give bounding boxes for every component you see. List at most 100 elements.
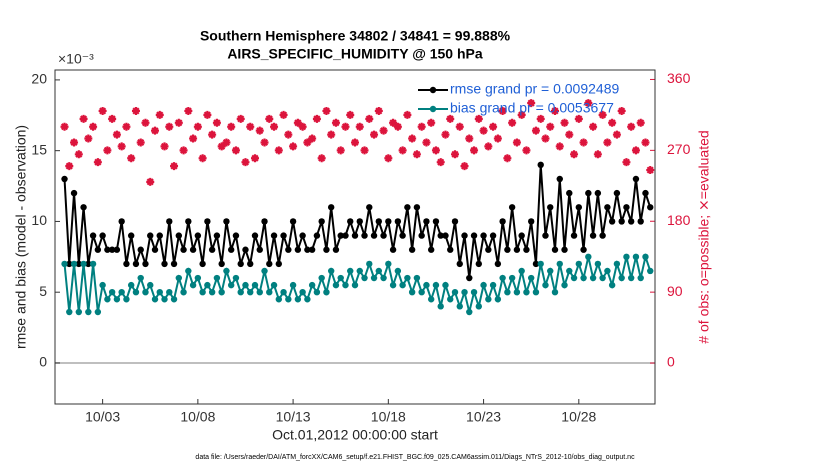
obs-count-marker — [198, 154, 207, 163]
obs-count-marker — [470, 146, 479, 155]
data-point — [99, 232, 106, 239]
obs-count-marker — [160, 142, 169, 151]
data-point — [442, 281, 449, 289]
data-point — [413, 274, 421, 282]
data-point — [642, 189, 649, 197]
data-point — [532, 260, 540, 268]
data-point — [185, 218, 192, 225]
data-point — [404, 274, 411, 282]
obs-count-marker — [227, 122, 236, 131]
obs-count-marker — [231, 146, 240, 155]
obs-count-marker — [546, 122, 555, 131]
data-point — [527, 218, 535, 225]
data-point — [175, 232, 183, 239]
data-point — [575, 260, 583, 268]
series-line — [63, 164, 652, 279]
data-point — [637, 274, 644, 282]
data-point — [418, 232, 425, 239]
obs-count-marker — [108, 114, 117, 123]
data-point — [313, 232, 321, 239]
obs-count-marker — [422, 138, 431, 147]
data-point — [185, 267, 192, 275]
data-point — [266, 288, 273, 296]
data-point — [147, 281, 154, 289]
data-point — [456, 260, 463, 268]
data-point — [127, 232, 135, 239]
data-point — [618, 274, 625, 282]
data-point — [118, 218, 125, 225]
data-point — [99, 281, 106, 289]
data-point — [285, 296, 292, 303]
data-point — [161, 296, 168, 303]
obs-count-marker — [589, 122, 598, 131]
data-point — [556, 260, 563, 268]
y2-tick-label: 180 — [667, 212, 691, 228]
data-point — [504, 288, 511, 296]
data-point — [270, 281, 278, 289]
data-point — [304, 296, 311, 303]
data-point — [485, 246, 492, 253]
y-tick-label: 0 — [39, 354, 47, 370]
obs-count-marker — [608, 118, 617, 127]
data-point — [361, 274, 368, 282]
data-point — [294, 296, 302, 303]
obs-count-marker — [427, 118, 436, 127]
obs-count-marker — [474, 114, 483, 123]
data-point — [61, 175, 68, 183]
data-point — [423, 218, 430, 225]
data-point — [270, 232, 278, 239]
data-point — [537, 161, 544, 169]
obs-count-marker — [241, 158, 250, 167]
data-point — [166, 218, 173, 225]
data-point — [518, 232, 525, 239]
obs-count-marker — [189, 134, 198, 143]
legend-marker — [429, 86, 437, 94]
data-point — [385, 218, 392, 225]
obs-count-marker — [65, 162, 74, 171]
obs-count-marker — [170, 162, 179, 171]
obs-count-marker — [512, 138, 521, 147]
data-point — [208, 288, 216, 296]
obs-count-marker — [327, 130, 336, 139]
data-point — [347, 267, 354, 275]
data-point — [104, 296, 111, 303]
data-point — [570, 232, 578, 239]
data-point — [289, 281, 297, 289]
obs-count-marker — [141, 118, 150, 127]
data-point — [342, 232, 349, 239]
data-point — [170, 296, 178, 303]
obs-count-marker — [260, 138, 269, 147]
data-point — [61, 260, 68, 268]
data-point — [437, 232, 444, 239]
obs-count-marker — [293, 118, 302, 127]
legend-label: bias grand pr = 0.0053677 — [450, 100, 614, 116]
y-tick-label: 20 — [31, 71, 47, 87]
x-axis-label: Oct.01,2012 00:00:00 start — [272, 427, 438, 443]
data-point — [70, 260, 78, 268]
data-point — [408, 288, 416, 296]
data-point — [499, 218, 506, 225]
data-point — [532, 288, 540, 296]
obs-count-marker — [360, 146, 369, 155]
y2-tick-label: 360 — [667, 70, 691, 86]
data-point — [227, 281, 235, 289]
data-point — [304, 246, 311, 253]
obs-count-marker — [384, 154, 393, 163]
obs-count-marker — [217, 142, 226, 151]
obs-count-marker — [412, 150, 421, 159]
data-point — [561, 281, 568, 289]
obs-count-marker — [355, 122, 364, 131]
data-point — [432, 281, 440, 289]
data-point — [242, 281, 249, 289]
data-point — [647, 204, 654, 211]
obs-count-marker — [274, 146, 283, 155]
data-point — [118, 288, 125, 296]
data-point — [427, 296, 435, 303]
data-point — [418, 288, 425, 296]
obs-count-marker — [370, 130, 379, 139]
plot-frame — [54, 69, 656, 405]
obs-count-marker — [508, 118, 517, 127]
data-point — [261, 218, 268, 225]
obs-count-marker — [336, 146, 345, 155]
data-point — [547, 204, 554, 211]
